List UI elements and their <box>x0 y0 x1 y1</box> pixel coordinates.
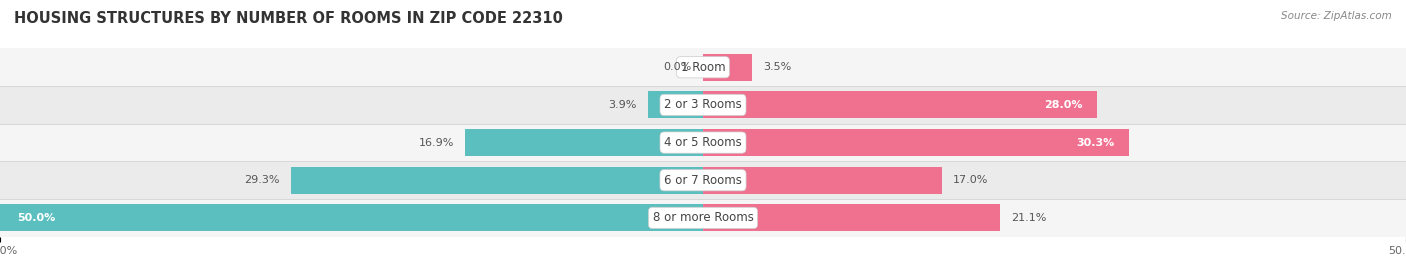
Text: 30.3%: 30.3% <box>1077 137 1115 148</box>
Text: 29.3%: 29.3% <box>245 175 280 185</box>
Text: 1 Room: 1 Room <box>681 61 725 74</box>
Bar <box>703 91 1097 118</box>
Text: 3.9%: 3.9% <box>609 100 637 110</box>
Bar <box>703 54 752 81</box>
Text: 8 or more Rooms: 8 or more Rooms <box>652 211 754 224</box>
Text: 0.0%: 0.0% <box>664 62 692 72</box>
Bar <box>0 199 1406 237</box>
Text: HOUSING STRUCTURES BY NUMBER OF ROOMS IN ZIP CODE 22310: HOUSING STRUCTURES BY NUMBER OF ROOMS IN… <box>14 11 562 26</box>
Bar <box>465 129 703 156</box>
Bar <box>0 204 703 231</box>
Text: Source: ZipAtlas.com: Source: ZipAtlas.com <box>1281 11 1392 21</box>
Bar <box>648 91 703 118</box>
Text: 28.0%: 28.0% <box>1045 100 1083 110</box>
Text: 4 or 5 Rooms: 4 or 5 Rooms <box>664 136 742 149</box>
Bar <box>0 124 1406 161</box>
Text: 6 or 7 Rooms: 6 or 7 Rooms <box>664 174 742 187</box>
Text: 16.9%: 16.9% <box>419 137 454 148</box>
Text: 50.0%: 50.0% <box>17 213 55 223</box>
Bar <box>703 167 942 194</box>
Bar <box>703 129 1129 156</box>
Bar <box>291 167 703 194</box>
Bar <box>0 161 1406 199</box>
Text: 2 or 3 Rooms: 2 or 3 Rooms <box>664 98 742 111</box>
Bar <box>0 86 1406 124</box>
Bar <box>0 48 1406 86</box>
Bar <box>703 204 1000 231</box>
Text: 21.1%: 21.1% <box>1011 213 1046 223</box>
Text: 3.5%: 3.5% <box>763 62 792 72</box>
Text: 17.0%: 17.0% <box>953 175 988 185</box>
